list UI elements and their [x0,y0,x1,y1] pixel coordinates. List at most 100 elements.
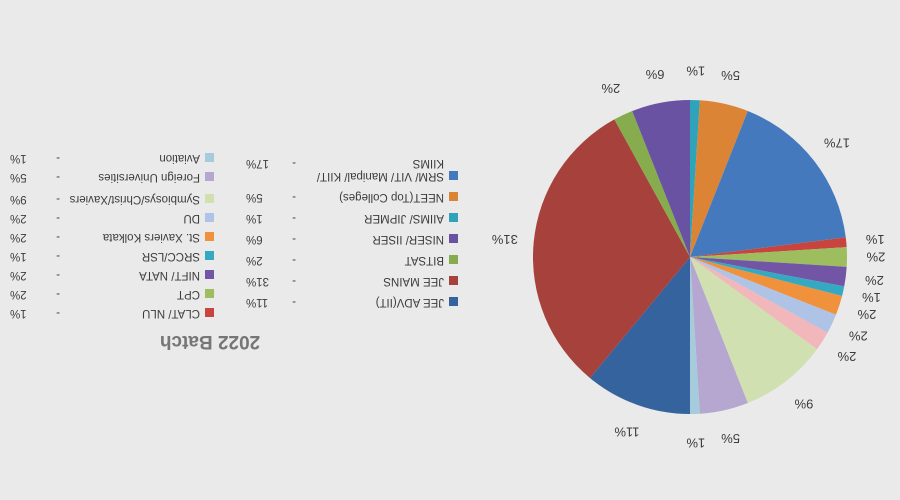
legend-item-foreign-universities: Foreign Universities - 5% [10,170,214,183]
legend-swatch-srm-vit-manipal-kiit-kiims [449,171,458,180]
legend-label: St. Xaviers Kolkata [102,231,200,243]
legend-value: 1% [10,250,27,262]
legend-item-niser-iiser: NISER/ IISER - 6% [246,232,458,245]
pie-label-symbiosys-christ-xaviers: 9% [794,397,813,412]
legend-dash: - [292,212,296,224]
legend-label: JEE MAINS [383,275,444,287]
pie-label-clat-nlu: 1% [865,232,884,247]
legend-dash: - [292,254,296,266]
legend-value-group: - 17% [246,156,296,169]
legend-label: AIIMS/ JIPMER [364,212,444,224]
legend-dash: - [56,171,60,183]
legend-value: 2% [10,288,27,300]
legend-swatch-bitsat [449,255,458,264]
legend-value-group: - 1% [10,306,60,319]
legend-item-symbiosys-christ-xaviers: Symbiosys/Christ/Xaviers - 9% [10,192,214,205]
legend-item-st-xaviers-kolkata: St. Xaviers Kolkata - 2% [10,230,214,243]
legend-value-group: - 6% [246,232,296,245]
legend-value: 17% [246,157,270,169]
pie-slice-symbiosys-christ-xaviers [690,257,818,403]
legend-dash: - [292,296,296,308]
pie-label-neet-top-colleges: 5% [721,68,740,83]
pie-slice-cpt [690,247,847,267]
legend-value-group: - 1% [10,151,60,164]
legend-value-group: - 1% [246,211,296,224]
pie-slice-foreign-universities [690,257,748,414]
legend-label: JEE ADV(IIT) [375,296,444,308]
legend-value-group: - 1% [10,249,60,262]
pie-slice-srm-vit-manipal-kiit-kiims [690,111,846,257]
pie-label-st-xaviers-kolkata: 2% [857,307,876,322]
legend-label: BITSAT [404,254,444,266]
pie-label-niser-iiser: 6% [645,67,664,82]
legend-item-du: DU - 2% [10,211,214,224]
legend-dash: - [56,212,60,224]
legend-column-2: CLAT/ NLU - 1% CPT - 2% NIFT/ NATA - 2% SRCC/LSR -… [10,145,214,319]
legend-label: NISER/ IISER [372,233,444,245]
pie-label-cpt: 2% [866,250,885,265]
legend-swatch-srcc-lsr [205,251,214,260]
legend-value-group: - 5% [10,170,60,183]
legend-value-group: - 9% [10,192,60,205]
legend-label: Symbiosys/Christ/Xaviers [69,193,200,205]
legend-label: NEET(Top Colleges) [339,191,444,203]
legend-dash: - [56,307,60,319]
pie-slice-st-xaviers-kolkata [690,257,843,315]
legend-item-cpt: CPT - 2% [10,287,214,300]
legend-dash: - [292,275,296,287]
legend-label: CLAT/ NLU [142,307,200,319]
pie-slice-clat-nlu [690,237,847,257]
legend-dash: - [292,157,296,169]
legend-value-group: - 2% [10,268,60,281]
legend-swatch-aiims-jipmer [449,213,458,222]
legend-swatch-symbiosys-christ-xaviers [205,194,214,203]
legend-value: 6% [246,233,263,245]
legend-value: 1% [10,152,27,164]
chart-title: 2022 Batch [159,331,261,352]
pie-label-srcc-lsr: 1% [862,290,881,305]
legend-label: NIFT/ NATA [139,269,200,281]
legend-value-group: - 2% [10,211,60,224]
legend-item-nift-nata: NIFT/ NATA - 2% [10,268,214,281]
legend-swatch-clat-nlu [205,308,214,317]
pie-slice-niser-iiser [632,100,690,257]
legend-item-jee-mains: JEE MAINS - 31% [246,274,458,287]
legend-label: DU [183,212,200,224]
pie-slice-nift-nata [690,257,847,287]
legend-swatch-neet-top-colleges [449,192,458,201]
legend-label: SRCC/LSR [141,250,200,262]
legend-dash: - [56,288,60,300]
pie-label-du: 2% [848,329,867,344]
pie-label-aiims-jipmer: 1% [686,64,705,79]
legend-value: 2% [10,231,27,243]
pie-slice-srcc-lsr [690,257,845,297]
legend-label: SRM/ VIT/ Manipal/ KIIT/KIIMS [316,157,444,182]
legend-swatch-cpt [205,289,214,298]
pie-label-jee-mains: 31% [491,232,517,247]
legend-value: 31% [246,275,270,287]
pie-label-bitsat: 2% [601,81,620,96]
legend-item-clat-nlu: CLAT/ NLU - 1% [10,306,214,319]
legend-label: CPT [177,288,200,300]
legend-value: 2% [10,212,27,224]
legend-label: Foreign Universities [98,171,200,183]
pie-label-unlabeled: 2% [837,349,856,364]
pie-slice-unlabeled [690,257,828,350]
legend-item-bitsat: BITSAT - 2% [246,253,458,266]
legend-label: Aviation [159,152,200,164]
legend-swatch-jee-mains [449,276,458,285]
legend-value: 1% [10,307,27,319]
pie-slice-aviation [690,257,700,414]
legend-value-group: - 2% [246,253,296,266]
legend-swatch-nift-nata [205,270,214,279]
pie-label-aviation: 1% [686,435,705,450]
legend-dash: - [56,269,60,281]
legend-dash: - [56,193,60,205]
legend-swatch-jee-adv-iit [449,297,458,306]
legend-dash: - [56,152,60,164]
legend-swatch-foreign-universities [205,172,214,181]
legend-item-aiims-jipmer: AIIMS/ JIPMER - 1% [246,211,458,224]
